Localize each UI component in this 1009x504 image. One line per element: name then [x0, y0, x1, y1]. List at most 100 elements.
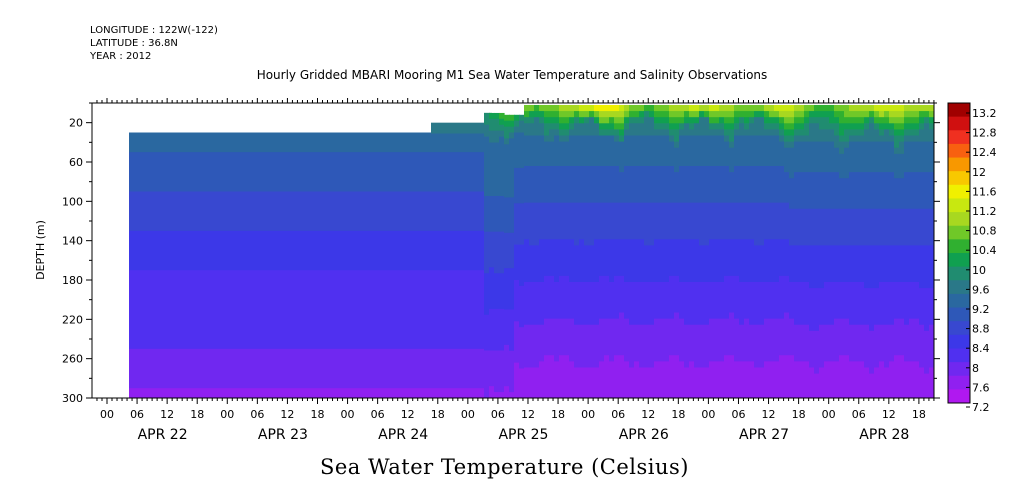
contour-cell [919, 159, 925, 167]
contour-cell [639, 300, 645, 308]
contour-cell [564, 245, 570, 253]
contour-cell [854, 190, 860, 198]
contour-cell [829, 263, 835, 271]
contour-cell [839, 141, 845, 149]
contour-cell [854, 123, 860, 130]
contour-cell [874, 227, 880, 234]
contour-cell [714, 312, 720, 320]
contour-cell [789, 300, 795, 308]
contour-cell [529, 104, 535, 112]
contour-cell [599, 300, 605, 308]
contour-cell [769, 294, 775, 301]
contour-cell [919, 184, 925, 192]
contour-cell [654, 233, 660, 240]
contour-cell [819, 263, 825, 271]
contour-cell [679, 141, 685, 149]
contour-cell [504, 315, 510, 322]
contour-cell [859, 227, 865, 234]
x-hour-label: 18 [912, 408, 926, 421]
contour-cell [519, 350, 525, 358]
contour-cell [859, 117, 865, 124]
contour-cell [689, 251, 695, 259]
contour-cell [864, 306, 870, 314]
contour-cell [564, 306, 570, 314]
contour-cell [864, 257, 870, 265]
contour-cell [779, 245, 785, 253]
contour-cell [689, 239, 695, 246]
contour-cell [929, 141, 934, 149]
contour-cell [679, 349, 685, 356]
contour-cell [634, 214, 640, 222]
contour-cell [559, 172, 565, 179]
x-hour-label: 00 [581, 408, 595, 421]
contour-cell [869, 172, 875, 179]
contour-cell [609, 239, 615, 246]
contour-cell [554, 385, 560, 393]
contour-cell [504, 262, 510, 269]
contour-cell [694, 379, 700, 387]
contour-cell [834, 245, 840, 253]
contour-cell [659, 324, 665, 332]
contour-cell [804, 275, 810, 283]
contour-cell [834, 117, 840, 124]
contour-cell [669, 330, 675, 338]
contour-cell [609, 336, 615, 344]
contour-cell [539, 141, 545, 149]
contour-cell [844, 208, 850, 216]
contour-cell [894, 111, 900, 118]
contour-cell [899, 373, 905, 381]
contour-cell [674, 275, 680, 283]
contour-cell [734, 159, 740, 167]
contour-cell [494, 178, 500, 185]
contour-cell [889, 257, 895, 265]
contour-cell [594, 233, 600, 240]
contour-cell [589, 257, 595, 265]
contour-cell [539, 153, 545, 161]
contour-cell [819, 208, 825, 216]
contour-cell [594, 190, 600, 198]
contour-cell [749, 166, 755, 173]
contour-cell [864, 361, 870, 369]
contour-cell [559, 220, 565, 228]
contour-cell [819, 343, 825, 350]
contour-cell [724, 391, 730, 398]
contour-cell [719, 196, 725, 204]
contour-cell [519, 309, 525, 316]
contour-cell [504, 126, 510, 134]
contour-cell [614, 227, 620, 234]
contour-cell [734, 117, 740, 124]
contour-cell [604, 361, 610, 369]
contour-cell [719, 318, 725, 326]
contour-cell [779, 343, 785, 350]
contour-cell [894, 379, 900, 387]
contour-cell [749, 306, 755, 314]
contour-cell [544, 166, 550, 173]
contour-cell [829, 379, 835, 387]
contour-cell [534, 379, 540, 387]
contour-cell [624, 129, 630, 137]
contour-cell [699, 239, 705, 246]
contour-cell [669, 361, 675, 369]
contour-cell [614, 361, 620, 369]
contour-cell [534, 349, 540, 356]
contour-cell [919, 288, 925, 295]
colorbar-label: 11.6 [972, 185, 997, 198]
contour-cell [559, 214, 565, 222]
contour-cell [839, 263, 845, 271]
contour-cell [794, 178, 800, 185]
contour-cell [794, 257, 800, 265]
contour-cell [899, 117, 905, 124]
contour-cell [519, 162, 525, 169]
contour-cell [744, 117, 750, 124]
contour-cell [499, 231, 505, 239]
contour-cell [859, 379, 865, 387]
contour-cell [674, 373, 680, 381]
contour-cell [744, 349, 750, 356]
contour-cell [604, 202, 610, 210]
contour-cell [799, 147, 805, 155]
contour-cell [554, 343, 560, 350]
contour-cell [894, 300, 900, 308]
contour-cell [859, 251, 865, 259]
contour-cell [504, 215, 510, 222]
contour-cell [519, 215, 525, 222]
